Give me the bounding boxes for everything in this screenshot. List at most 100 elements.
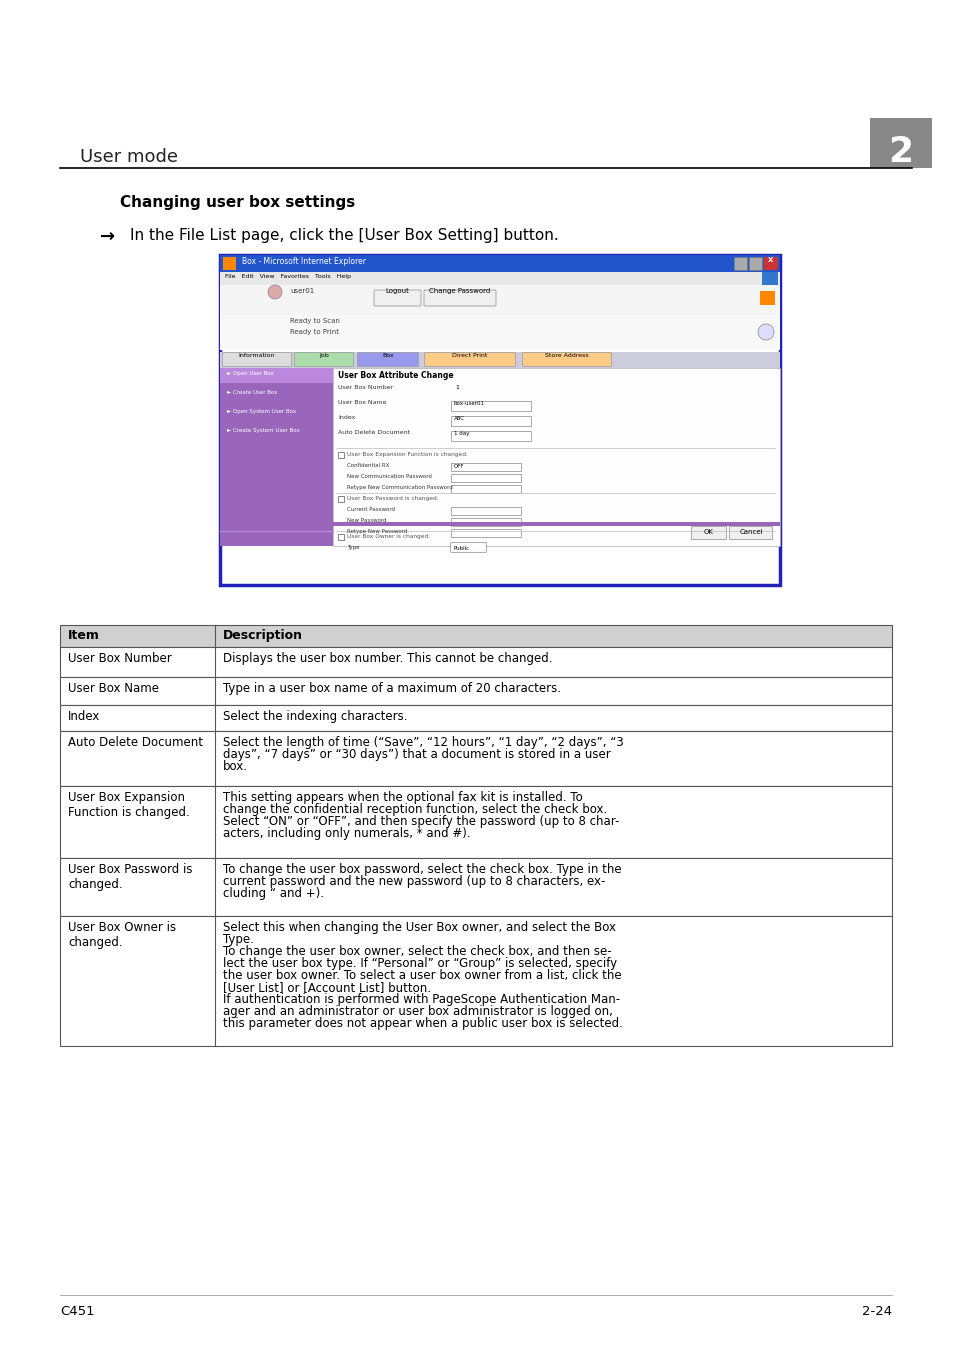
Bar bbox=[220, 271, 780, 285]
Text: Logout: Logout bbox=[385, 288, 409, 294]
Text: Select “ON” or “OFF”, and then specify the password (up to 8 char-: Select “ON” or “OFF”, and then specify t… bbox=[223, 815, 618, 828]
Text: Change Password: Change Password bbox=[429, 288, 490, 294]
FancyBboxPatch shape bbox=[729, 526, 772, 540]
Bar bbox=[60, 917, 891, 1046]
Text: User Box Owner is changed.: User Box Owner is changed. bbox=[347, 535, 430, 539]
Text: User Box Number: User Box Number bbox=[337, 385, 393, 390]
Text: box-user01: box-user01 bbox=[454, 401, 484, 406]
Text: Type: Type bbox=[347, 545, 359, 549]
Text: OK: OK bbox=[703, 529, 713, 535]
Text: Box - Microsoft Internet Explorer: Box - Microsoft Internet Explorer bbox=[242, 256, 366, 266]
Bar bbox=[451, 401, 531, 410]
Text: New Password: New Password bbox=[347, 518, 386, 522]
Bar bbox=[60, 859, 891, 917]
Text: To change the user box password, select the check box. Type in the: To change the user box password, select … bbox=[223, 863, 621, 876]
Text: box.: box. bbox=[223, 760, 248, 774]
Text: File   Edit   View   Favorites   Tools   Help: File Edit View Favorites Tools Help bbox=[225, 274, 351, 279]
FancyBboxPatch shape bbox=[424, 352, 515, 366]
Bar bbox=[333, 369, 780, 545]
Bar bbox=[60, 676, 891, 705]
Text: User mode: User mode bbox=[80, 148, 178, 166]
Text: User Box Owner is
changed.: User Box Owner is changed. bbox=[68, 921, 176, 949]
Text: [User List] or [Account List] button.: [User List] or [Account List] button. bbox=[223, 981, 431, 994]
Text: User Box Expansion Function is changed.: User Box Expansion Function is changed. bbox=[347, 452, 467, 458]
Bar bbox=[220, 255, 780, 271]
Bar bbox=[451, 529, 520, 537]
Text: New Communication Password: New Communication Password bbox=[347, 474, 432, 479]
Text: →: → bbox=[100, 228, 115, 246]
Bar bbox=[60, 705, 891, 730]
Circle shape bbox=[758, 324, 773, 340]
Text: user01: user01 bbox=[290, 288, 314, 294]
Text: User Box Name: User Box Name bbox=[337, 400, 386, 405]
Text: User Box Password is changed.: User Box Password is changed. bbox=[347, 495, 438, 501]
Text: 1: 1 bbox=[455, 385, 458, 390]
Bar bbox=[869, 117, 931, 167]
Text: To change the user box owner, select the check box, and then se-: To change the user box owner, select the… bbox=[223, 945, 611, 958]
Text: Store Address: Store Address bbox=[544, 352, 588, 358]
Bar bbox=[337, 495, 344, 502]
FancyBboxPatch shape bbox=[450, 543, 486, 552]
Text: ► Open User Box: ► Open User Box bbox=[227, 371, 274, 377]
Bar bbox=[333, 522, 780, 526]
Text: Select this when changing the User Box owner, and select the Box: Select this when changing the User Box o… bbox=[223, 921, 616, 934]
Text: Auto Delete Document: Auto Delete Document bbox=[337, 431, 410, 435]
Bar bbox=[451, 474, 520, 482]
Bar bbox=[223, 256, 235, 270]
Text: Public: Public bbox=[454, 545, 470, 551]
Bar bbox=[60, 730, 891, 786]
FancyBboxPatch shape bbox=[374, 290, 420, 306]
Bar bbox=[220, 315, 780, 350]
Text: Direct Print: Direct Print bbox=[452, 352, 487, 358]
FancyBboxPatch shape bbox=[423, 290, 496, 306]
FancyBboxPatch shape bbox=[294, 352, 354, 366]
Text: Select the length of time (“Save”, “12 hours”, “1 day”, “2 days”, “3: Select the length of time (“Save”, “12 h… bbox=[223, 736, 623, 749]
Text: User Box Password is
changed.: User Box Password is changed. bbox=[68, 863, 193, 891]
Text: OFF: OFF bbox=[454, 464, 464, 468]
Text: Type in a user box name of a maximum of 20 characters.: Type in a user box name of a maximum of … bbox=[223, 682, 560, 695]
Text: Box: Box bbox=[382, 352, 394, 358]
Bar bbox=[451, 518, 520, 526]
Text: C451: C451 bbox=[60, 1305, 94, 1318]
Text: ► Create System User Box: ► Create System User Box bbox=[227, 428, 299, 433]
Text: Index: Index bbox=[68, 710, 100, 724]
Text: Index: Index bbox=[337, 414, 355, 420]
Text: User Box Name: User Box Name bbox=[68, 682, 159, 695]
Bar bbox=[451, 463, 520, 471]
Bar bbox=[220, 369, 333, 545]
Bar bbox=[748, 256, 761, 270]
Bar bbox=[451, 416, 531, 427]
Text: User Box Number: User Box Number bbox=[68, 652, 172, 666]
Bar bbox=[60, 786, 891, 859]
Text: Auto Delete Document: Auto Delete Document bbox=[68, 736, 203, 749]
Text: Ready to Scan: Ready to Scan bbox=[290, 319, 339, 324]
Text: lect the user box type. If “Personal” or “Group” is selected, specify: lect the user box type. If “Personal” or… bbox=[223, 957, 617, 971]
Text: Cancel: Cancel bbox=[739, 529, 762, 535]
Text: ABC: ABC bbox=[454, 416, 464, 421]
Text: Select the indexing characters.: Select the indexing characters. bbox=[223, 710, 407, 724]
Circle shape bbox=[268, 285, 282, 298]
Text: Item: Item bbox=[68, 629, 100, 643]
FancyBboxPatch shape bbox=[522, 352, 611, 366]
Text: Displays the user box number. This cannot be changed.: Displays the user box number. This canno… bbox=[223, 652, 552, 666]
Text: the user box owner. To select a user box owner from a list, click the: the user box owner. To select a user box… bbox=[223, 969, 621, 981]
Bar bbox=[760, 292, 774, 305]
Bar bbox=[337, 535, 344, 540]
Text: This setting appears when the optional fax kit is installed. To: This setting appears when the optional f… bbox=[223, 791, 582, 805]
FancyBboxPatch shape bbox=[691, 526, 726, 540]
Bar bbox=[220, 369, 333, 383]
Text: days”, “7 days” or “30 days”) that a document is stored in a user: days”, “7 days” or “30 days”) that a doc… bbox=[223, 748, 610, 761]
Text: change the confidential reception function, select the check box.: change the confidential reception functi… bbox=[223, 803, 607, 815]
Bar bbox=[761, 271, 778, 285]
Text: Job: Job bbox=[319, 352, 329, 358]
Text: In the File List page, click the [User Box Setting] button.: In the File List page, click the [User B… bbox=[130, 228, 558, 243]
Bar bbox=[220, 255, 780, 585]
Text: Description: Description bbox=[223, 629, 303, 643]
Text: 2-24: 2-24 bbox=[861, 1305, 891, 1318]
Text: ager and an administrator or user box administrator is logged on,: ager and an administrator or user box ad… bbox=[223, 1004, 612, 1018]
Bar bbox=[60, 647, 891, 676]
Bar bbox=[451, 431, 531, 441]
Text: this parameter does not appear when a public user box is selected.: this parameter does not appear when a pu… bbox=[223, 1017, 622, 1030]
Text: cluding “ and +).: cluding “ and +). bbox=[223, 887, 324, 900]
Bar bbox=[337, 452, 344, 458]
